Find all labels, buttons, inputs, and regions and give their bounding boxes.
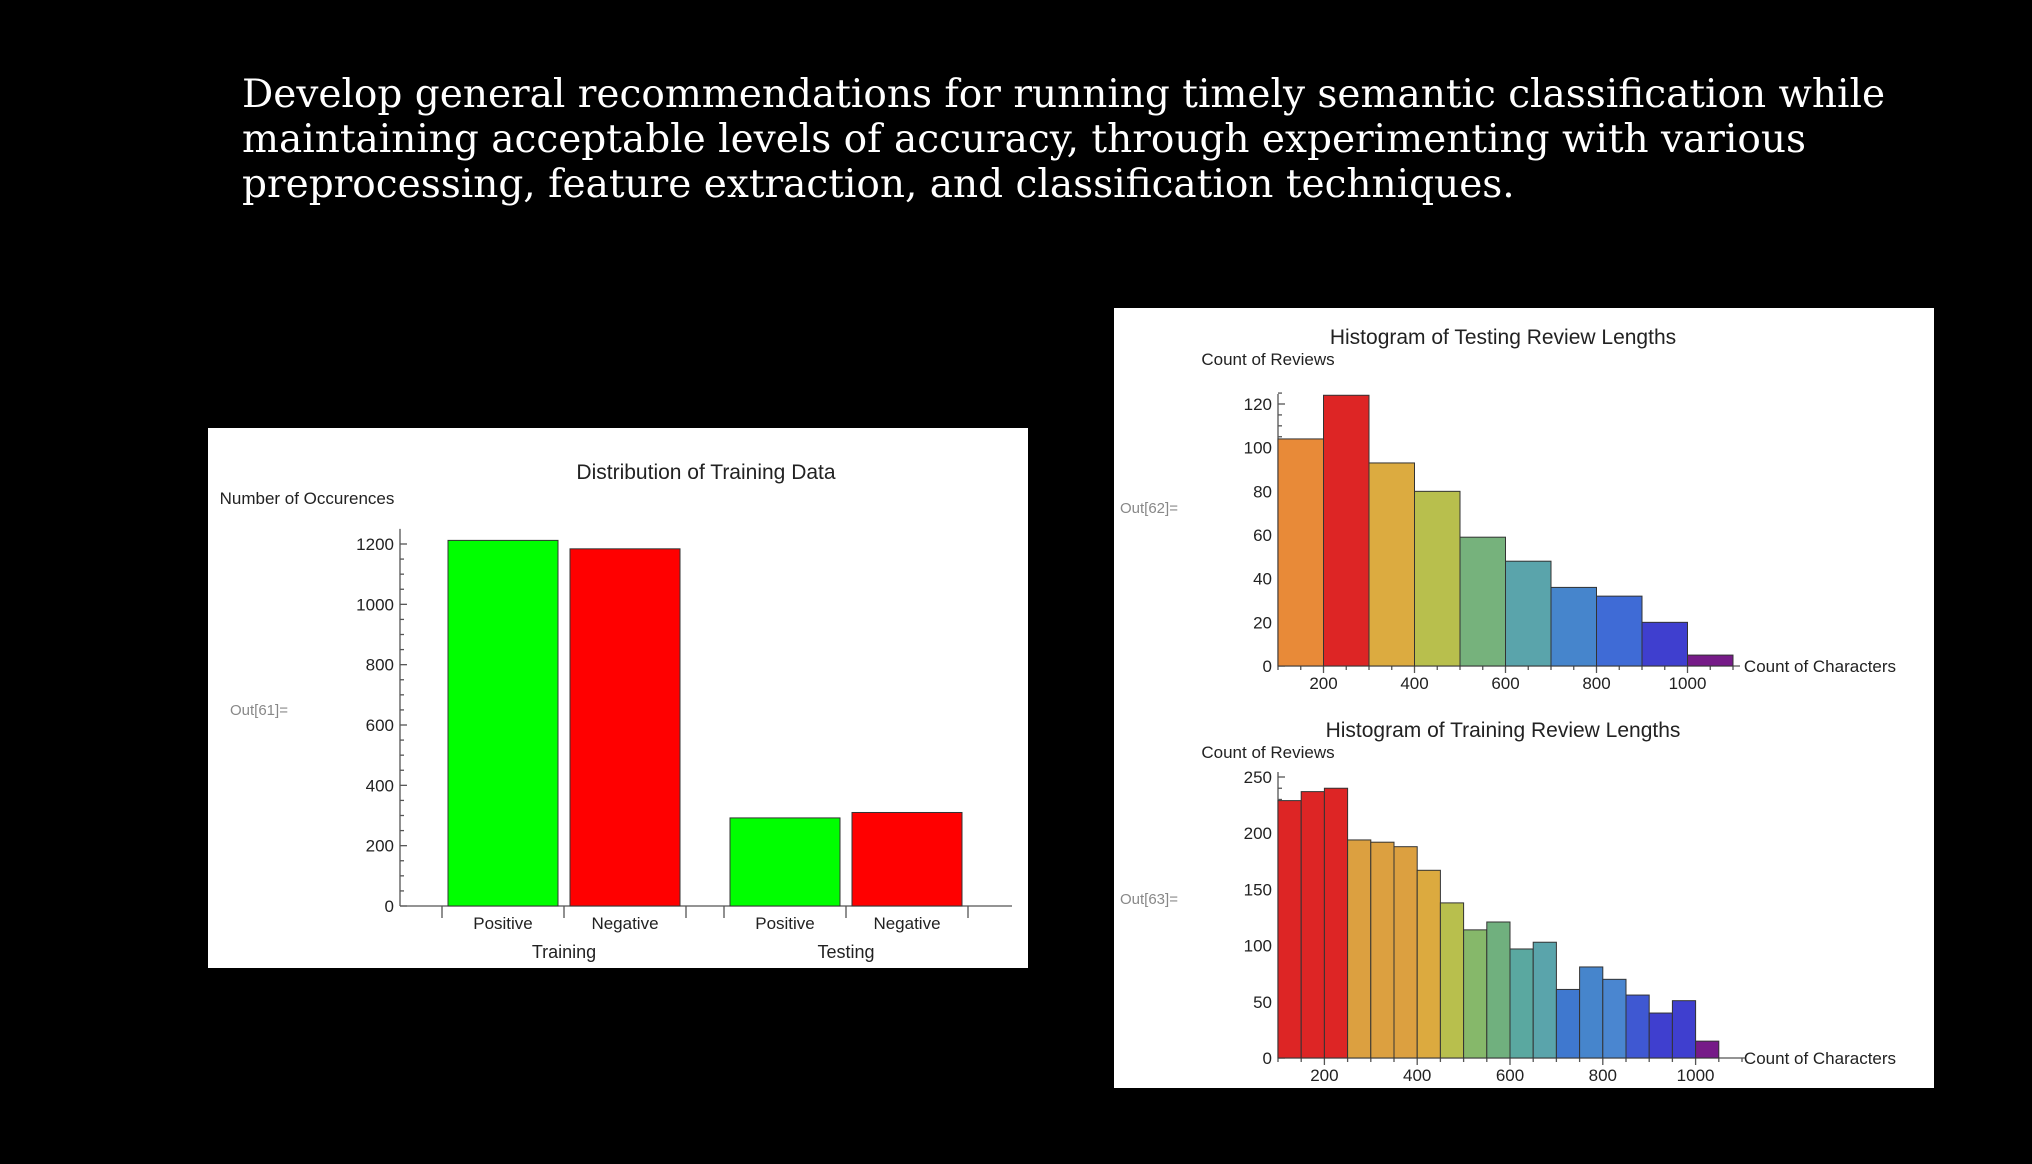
histogram-bar bbox=[1347, 839, 1372, 1059]
x-tick-label: Negative bbox=[873, 914, 940, 933]
histogram-bar bbox=[1532, 941, 1557, 1059]
y-tick-label: 40 bbox=[1253, 570, 1272, 589]
y-tick-label: 80 bbox=[1253, 482, 1272, 501]
histograms-panel: Histogram of Testing Review Lengths Count… bbox=[1114, 308, 1934, 1088]
x-axis-label: Count of Characters bbox=[1744, 657, 1896, 676]
x-tick-label: Positive bbox=[755, 914, 815, 933]
x-tick-label: 800 bbox=[1582, 674, 1610, 693]
y-tick-label: 200 bbox=[1244, 824, 1272, 843]
chart-title: Histogram of Training Review Lengths bbox=[1326, 719, 1681, 742]
histogram-bar bbox=[1393, 846, 1418, 1059]
x-tick-label: 600 bbox=[1496, 1066, 1524, 1085]
y-tick-label: 400 bbox=[366, 776, 394, 795]
x-tick-label: 400 bbox=[1403, 1066, 1431, 1085]
y-tick-label: 100 bbox=[1244, 937, 1272, 956]
y-tick-label: 20 bbox=[1253, 613, 1272, 632]
histogram-bar bbox=[1370, 841, 1395, 1059]
histogram-bar bbox=[1300, 791, 1325, 1059]
y-tick-label: 0 bbox=[1263, 657, 1272, 676]
histogram-bar bbox=[1463, 929, 1488, 1059]
training-distribution-chart: Distribution of Training Data Number of O… bbox=[220, 461, 1012, 962]
chart-title: Histogram of Testing Review Lengths bbox=[1330, 326, 1676, 349]
histogram-bar bbox=[1414, 490, 1461, 667]
y-tick-label: 150 bbox=[1244, 880, 1272, 899]
histogram-bar bbox=[1625, 994, 1650, 1059]
y-tick-label: 250 bbox=[1244, 768, 1272, 787]
histogram-bar bbox=[1323, 394, 1370, 667]
y-tick-label: 50 bbox=[1253, 993, 1272, 1012]
y-tick-label: 800 bbox=[366, 656, 394, 675]
y-tick-label: 600 bbox=[366, 716, 394, 735]
out-label: Out[61]= bbox=[230, 702, 288, 719]
chart-title: Distribution of Training Data bbox=[576, 461, 835, 484]
y-tick-label: 1000 bbox=[356, 595, 394, 614]
y-tick-label: 200 bbox=[366, 837, 394, 856]
histogram-bar bbox=[1596, 595, 1643, 667]
y-tick-label: 100 bbox=[1244, 439, 1272, 458]
y-tick-label: 120 bbox=[1244, 395, 1272, 414]
histogram-bar bbox=[1509, 948, 1534, 1059]
y-tick-label: 1200 bbox=[356, 535, 394, 554]
histogram-bar bbox=[1695, 1040, 1720, 1059]
x-tick-label: 200 bbox=[1309, 674, 1337, 693]
y-axis-label: Count of Reviews bbox=[1201, 743, 1334, 762]
y-tick-label: 60 bbox=[1253, 526, 1272, 545]
histogram-bar bbox=[1459, 536, 1506, 667]
x-axis-label: Count of Characters bbox=[1744, 1049, 1896, 1068]
group-label: Testing bbox=[817, 942, 874, 962]
bar bbox=[729, 817, 841, 907]
x-tick-label: 400 bbox=[1400, 674, 1428, 693]
y-axis-label: Count of Reviews bbox=[1201, 350, 1334, 369]
bar bbox=[569, 548, 681, 907]
histogram-bar bbox=[1648, 1012, 1673, 1059]
x-tick-label: 800 bbox=[1589, 1066, 1617, 1085]
x-tick-label: 1000 bbox=[1669, 674, 1707, 693]
histogram-bar bbox=[1555, 988, 1581, 1059]
training-distribution-panel: Distribution of Training Data Number of O… bbox=[208, 428, 1028, 968]
histogram-bar bbox=[1505, 560, 1552, 667]
y-axis-label: Number of Occurences bbox=[220, 489, 395, 508]
bar bbox=[447, 539, 559, 907]
histogram-bar bbox=[1687, 654, 1734, 667]
out-label: Out[62]= bbox=[1120, 500, 1178, 517]
bar bbox=[851, 811, 963, 907]
histogram-bar bbox=[1277, 800, 1302, 1059]
group-label: Training bbox=[532, 942, 596, 962]
out-label: Out[63]= bbox=[1120, 891, 1178, 908]
histogram-bar bbox=[1323, 787, 1349, 1059]
histogram-bar bbox=[1579, 966, 1604, 1059]
y-tick-label: 0 bbox=[1263, 1049, 1272, 1068]
histogram-bar bbox=[1550, 586, 1597, 667]
histogram-bar bbox=[1602, 978, 1627, 1059]
x-tick-label: 600 bbox=[1491, 674, 1519, 693]
x-tick-label: 200 bbox=[1310, 1066, 1338, 1085]
slide-title: Develop general recommendations for runn… bbox=[242, 72, 1886, 207]
histogram-bar bbox=[1277, 438, 1324, 667]
histogram-bar bbox=[1641, 621, 1688, 667]
review-length-histograms: Histogram of Testing Review LengthsCount… bbox=[1120, 326, 1896, 1085]
histogram-bar bbox=[1486, 921, 1511, 1059]
x-tick-label: Positive bbox=[473, 914, 533, 933]
histogram-bar bbox=[1671, 1000, 1697, 1059]
histogram-bar bbox=[1416, 869, 1441, 1059]
x-tick-label: 1000 bbox=[1677, 1066, 1715, 1085]
histogram-bar bbox=[1368, 462, 1415, 667]
x-tick-label: Negative bbox=[591, 914, 658, 933]
histogram-bar bbox=[1439, 902, 1465, 1059]
y-tick-label: 0 bbox=[385, 897, 394, 916]
